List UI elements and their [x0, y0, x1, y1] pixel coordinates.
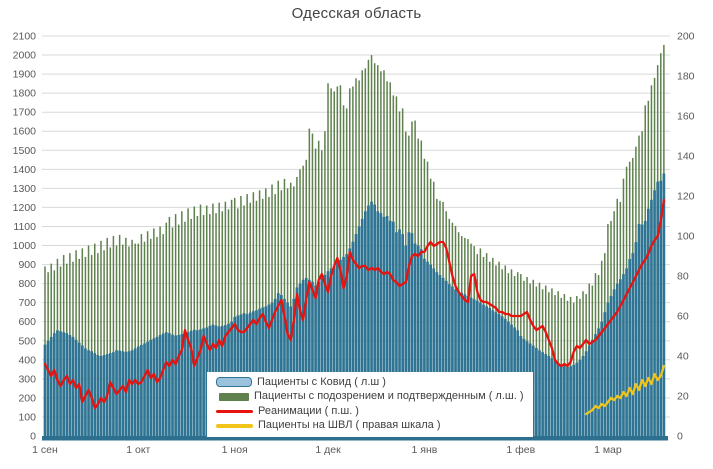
blue-bar-swatch-icon [216, 377, 252, 388]
legend-label: Реанимации ( п.ш. ) [258, 404, 359, 417]
svg-text:1 ноя: 1 ноя [222, 444, 248, 456]
svg-text:1400: 1400 [13, 164, 37, 176]
legend: Пациенты с Ковид ( л.ш ) Пациенты с подо… [207, 372, 533, 437]
legend-item-covid-patients: Пациенты с Ковид ( л.ш ) [216, 375, 524, 390]
svg-text:1500: 1500 [13, 145, 37, 157]
svg-text:1000: 1000 [13, 240, 37, 252]
svg-text:20: 20 [677, 391, 689, 403]
svg-text:180: 180 [677, 71, 695, 83]
svg-text:100: 100 [677, 231, 695, 243]
svg-text:140: 140 [677, 151, 695, 163]
chart-title: Одесская область [291, 5, 422, 22]
svg-text:1100: 1100 [13, 221, 36, 233]
svg-text:600: 600 [18, 316, 36, 328]
svg-text:40: 40 [677, 351, 689, 363]
svg-text:1 сен: 1 сен [32, 444, 58, 456]
legend-item-ventilator: Пациенты на ШВЛ ( правая шкала ) [216, 419, 524, 434]
svg-text:160: 160 [677, 111, 695, 123]
svg-text:1 янв: 1 янв [412, 444, 438, 456]
legend-label: Пациенты с Ковид ( л.ш ) [257, 375, 386, 388]
yellow-line-swatch-icon [216, 424, 253, 428]
svg-text:1900: 1900 [13, 69, 37, 81]
svg-text:1 окт: 1 окт [126, 444, 150, 456]
svg-text:200: 200 [18, 392, 36, 404]
svg-text:1 фев: 1 фев [506, 444, 535, 456]
svg-text:1200: 1200 [13, 202, 37, 214]
svg-text:800: 800 [18, 278, 36, 290]
svg-text:2100: 2100 [13, 31, 37, 43]
svg-text:1700: 1700 [13, 107, 37, 119]
svg-text:300: 300 [18, 373, 36, 385]
svg-text:2000: 2000 [13, 50, 37, 62]
green-bar-swatch-icon [219, 392, 249, 401]
svg-text:900: 900 [18, 259, 36, 271]
svg-text:1 дек: 1 дек [315, 444, 341, 456]
legend-item-suspected-confirmed: Пациенты с подозрением и подтвержденным … [216, 390, 524, 405]
svg-text:500: 500 [18, 335, 36, 347]
svg-text:60: 60 [677, 311, 689, 323]
svg-text:80: 80 [677, 271, 689, 283]
svg-text:1300: 1300 [13, 183, 37, 195]
svg-text:0: 0 [30, 431, 36, 443]
svg-text:1800: 1800 [13, 88, 37, 100]
svg-text:400: 400 [18, 354, 36, 366]
legend-item-icu: Реанимации ( п.ш. ) [216, 404, 524, 419]
red-line-swatch-icon [216, 409, 253, 413]
legend-label: Пациенты с подозрением и подтвержденным … [254, 390, 524, 403]
svg-text:700: 700 [18, 297, 36, 309]
svg-text:200: 200 [677, 31, 695, 43]
svg-text:120: 120 [677, 191, 695, 203]
svg-text:0: 0 [677, 431, 683, 443]
svg-text:1 мар: 1 мар [594, 444, 622, 456]
svg-text:1600: 1600 [13, 126, 37, 138]
legend-label: Пациенты на ШВЛ ( правая шкала ) [258, 419, 441, 432]
svg-text:100: 100 [18, 411, 36, 423]
